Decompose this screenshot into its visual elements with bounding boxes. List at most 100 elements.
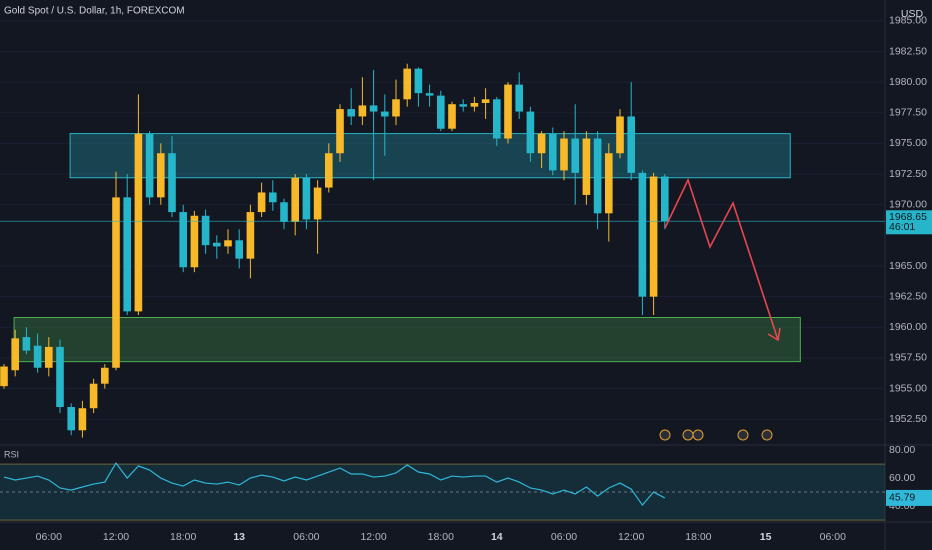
- candle-body: [571, 138, 579, 173]
- event-icon: [737, 429, 749, 441]
- x-tick-label: 12:00: [103, 531, 129, 543]
- candle-body: [437, 95, 445, 129]
- x-tick-label: 06:00: [551, 531, 577, 543]
- x-tick-label: 18:00: [428, 531, 454, 543]
- y-tick-label: 1962.50: [889, 290, 927, 302]
- candle-body: [392, 99, 400, 117]
- candle-body: [101, 367, 109, 384]
- candle-body: [347, 109, 355, 117]
- countdown: 46:01: [889, 221, 915, 233]
- candle-body: [33, 345, 42, 368]
- candle-body: [325, 153, 333, 188]
- y-tick-label: 80.00: [889, 444, 915, 456]
- candle-body: [448, 104, 456, 129]
- candle-body: [11, 338, 19, 371]
- zone: [13, 317, 801, 363]
- candle-body: [481, 99, 490, 103]
- candle-body: [145, 133, 154, 198]
- candle-body: [302, 177, 311, 220]
- candle-body: [638, 172, 647, 297]
- candle-body: [616, 116, 624, 154]
- candle-body: [280, 202, 288, 222]
- candle-body: [403, 68, 411, 100]
- x-tick-label: 18:00: [170, 531, 196, 543]
- event-icon: [692, 429, 704, 441]
- y-tick-label: 1960.00: [889, 321, 927, 333]
- candle-body: [313, 187, 322, 220]
- x-tick-label: 06:00: [820, 531, 846, 543]
- candle-body: [123, 197, 131, 312]
- projection-arrow: [664, 177, 779, 341]
- candle-body: [78, 408, 87, 431]
- candle-body: [649, 176, 658, 297]
- candle-body: [190, 215, 199, 268]
- candle-body: [179, 212, 187, 268]
- y-tick-label: 1985.00: [889, 15, 927, 27]
- event-icons: [659, 429, 773, 441]
- candle-body: [168, 153, 176, 213]
- plot: 1952.50 1955.00 1957.50 1960.00 1962.50 1965.…: [0, 15, 927, 543]
- rsi-line: [3, 461, 666, 507]
- candle-body: [0, 366, 8, 387]
- candle-body: [45, 346, 53, 368]
- candle-body: [224, 240, 232, 247]
- event-icon: [761, 429, 773, 441]
- candle-body: [213, 242, 221, 247]
- candle-body: [459, 104, 467, 107]
- candle-body: [269, 192, 277, 203]
- candle-body: [493, 99, 501, 139]
- zone: [69, 133, 791, 179]
- y-tick-label: 1982.50: [889, 45, 927, 57]
- x-tick-label: 12:00: [360, 531, 386, 543]
- y-tick-label: 1955.00: [889, 382, 927, 394]
- rsi-band: [0, 464, 885, 521]
- candle-body: [369, 105, 378, 112]
- candle-body: [470, 102, 479, 107]
- candle-body: [358, 105, 367, 117]
- candle-body: [336, 109, 344, 154]
- candle-body: [549, 133, 557, 171]
- candle-body: [582, 138, 591, 195]
- x-tick-label: 13: [233, 531, 245, 543]
- price-label-box: [886, 210, 932, 235]
- candle-body: [246, 212, 255, 259]
- y-tick-label: 1972.50: [889, 168, 927, 180]
- candle-body: [134, 133, 143, 312]
- candle-body: [605, 153, 613, 214]
- y-tick-label: 1977.50: [889, 107, 927, 119]
- x-tick-label: 14: [491, 531, 503, 543]
- y-tick-label: 1957.50: [889, 352, 927, 364]
- candle-body: [291, 177, 299, 222]
- candle-body: [56, 346, 64, 407]
- candle-body: [414, 68, 423, 94]
- currency: USD: [901, 8, 924, 20]
- arrow-head: [767, 327, 781, 342]
- candle-body: [22, 337, 31, 351]
- candle-body: [201, 215, 210, 246]
- candle-body: [515, 84, 523, 112]
- candle-body: [593, 138, 602, 214]
- candle-body: [112, 197, 120, 368]
- y-tick-label: 1970.00: [889, 199, 927, 211]
- candle-body: [504, 84, 512, 139]
- x-tick-label: 18:00: [685, 531, 711, 543]
- indicator-title: RSI: [4, 449, 19, 459]
- x-tick-label: 06:00: [36, 531, 62, 543]
- rsi-value-label: 45.79: [889, 492, 915, 504]
- candle-body: [381, 111, 389, 117]
- x-tick-label: 06:00: [293, 531, 319, 543]
- y-tick-label: 60.00: [889, 472, 915, 484]
- candle-body: [661, 176, 669, 222]
- rsi-label-box: [886, 489, 932, 506]
- candle-body: [257, 192, 266, 213]
- candle-body: [537, 133, 546, 154]
- x-tick-label: 15: [760, 531, 772, 543]
- candle-body: [425, 93, 434, 96]
- candle-body: [157, 153, 165, 198]
- candle-body: [627, 116, 635, 173]
- event-icon: [659, 429, 671, 441]
- x-tick-label: 12:00: [618, 531, 644, 543]
- event-icon: [682, 429, 694, 441]
